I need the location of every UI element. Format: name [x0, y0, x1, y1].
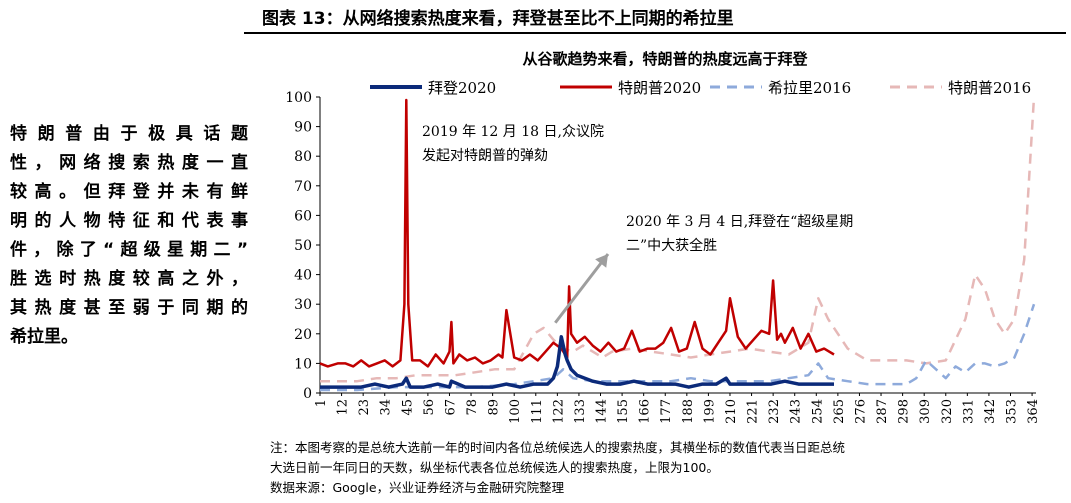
- x-tick-label: 353: [1004, 399, 1019, 424]
- x-axis: 1 12 23 34 45 56 67 78 89 100 111 122 133 144 155 166 17…: [314, 392, 1041, 424]
- x-tick-label: 287: [875, 399, 890, 424]
- x-tick-label: 309: [918, 399, 933, 424]
- annotation-text: 二”中大获全胜: [626, 237, 717, 254]
- x-tick-label: 221: [746, 399, 761, 424]
- note-line: 大选日前一年同日的天数，纵坐标代表各位总统候选人的搜索热度，上限为100。: [270, 460, 719, 475]
- side-line: 件，除了“超级星期二”: [10, 240, 248, 260]
- x-tick-label: 1: [314, 399, 329, 407]
- x-tick-label: 155: [616, 399, 631, 424]
- y-axis: 0 10 20 30 40 50 60 70 80 90 100: [285, 90, 321, 402]
- annotation-text: 2019 年 12 月 18 日,众议院: [422, 124, 604, 140]
- series-line-biden2020: [320, 335, 834, 389]
- y-tick-label: 50: [294, 238, 312, 254]
- x-tick-label: 254: [810, 399, 825, 424]
- side-line: 其热度甚至弱于同期的: [10, 298, 248, 318]
- x-tick-label: 100: [508, 399, 523, 424]
- x-tick-label: 122: [551, 399, 566, 424]
- series-lines: [319, 96, 1036, 392]
- side-line: 胜选时热度较高之外，: [10, 269, 248, 289]
- x-tick-label: 331: [961, 399, 976, 424]
- side-line: 特朗普由于极具话题: [10, 124, 248, 144]
- x-tick-label: 199: [702, 399, 717, 424]
- annotation-text: 发起对特朗普的弹劾: [422, 148, 548, 164]
- y-tick-label: 0: [303, 386, 312, 402]
- source-line: 数据来源：Google，兴业证券经济与金融研究院整理: [270, 480, 565, 495]
- x-tick-label: 276: [853, 399, 868, 424]
- side-line: 希拉里。: [10, 327, 78, 347]
- x-tick-label: 23: [357, 399, 372, 416]
- series-line-trump2016: [320, 96, 1036, 383]
- annotation-arrow-head: [595, 254, 608, 268]
- legend-label: 特朗普2020: [618, 79, 701, 97]
- figure-header: 图表 13：从网络搜索热度来看，拜登甚至比不上同期的希拉里: [244, 0, 1066, 34]
- figure-note: 注：本图考察的是总统大选前一年的时间内各位总统候选人的搜索热度，其横坐标的数值代…: [270, 438, 1060, 498]
- y-tick-label: 40: [294, 268, 312, 284]
- series-line-hillary2016: [320, 303, 1036, 392]
- legend-label: 拜登2020: [428, 79, 496, 97]
- legend-label: 特朗普2016: [948, 79, 1031, 97]
- figure-title: 图表 13：从网络搜索热度来看，拜登甚至比不上同期的希拉里: [262, 9, 734, 29]
- x-tick-label: 56: [422, 399, 437, 416]
- x-tick-label: 243: [789, 399, 804, 424]
- x-tick-label: 232: [767, 399, 782, 424]
- y-tick-label: 60: [294, 208, 312, 224]
- x-tick-label: 364: [1026, 399, 1041, 424]
- annotation-arrow-shaft: [554, 253, 610, 324]
- x-tick-label: 111: [530, 399, 545, 424]
- x-tick-label: 298: [897, 399, 912, 424]
- chart-container: 从谷歌趋势来看，特朗普的热度远高于拜登 拜登2020 特朗普2020 希拉里2016…: [270, 40, 1065, 435]
- x-tick-label: 177: [659, 399, 674, 424]
- side-commentary: 特朗普由于极具话题 性，网络搜索热度一直 较高。但拜登并未有鲜 明的人物特征和代…: [10, 120, 248, 352]
- y-tick-label: 80: [294, 149, 312, 165]
- x-tick-label: 320: [940, 399, 955, 424]
- x-tick-label: 144: [595, 399, 610, 424]
- y-tick-label: 100: [285, 90, 312, 106]
- y-tick-label: 20: [294, 327, 312, 343]
- x-tick-label: 34: [379, 399, 394, 416]
- side-line: 性，网络搜索热度一直: [10, 153, 248, 173]
- chart-title: 从谷歌趋势来看，特朗普的热度远高于拜登: [522, 50, 808, 68]
- chart-legend: 拜登2020 特朗普2020 希拉里2016 特朗普2016: [370, 79, 1031, 97]
- x-tick-label: 45: [400, 399, 415, 416]
- x-tick-label: 89: [487, 399, 502, 416]
- side-line: 明的人物特征和代表事: [10, 211, 248, 231]
- x-tick-label: 210: [724, 399, 739, 424]
- y-tick-label: 10: [294, 356, 312, 372]
- legend-label: 希拉里2016: [768, 79, 851, 97]
- y-tick-label: 90: [294, 120, 312, 136]
- y-tick-label: 30: [294, 297, 312, 313]
- side-line: 较高。但拜登并未有鲜: [10, 182, 248, 202]
- x-tick-label: 67: [443, 399, 458, 416]
- x-tick-label: 78: [465, 399, 480, 416]
- x-tick-label: 342: [983, 399, 998, 424]
- x-tick-label: 166: [638, 399, 653, 424]
- search-trend-chart: 从谷歌趋势来看，特朗普的热度远高于拜登 拜登2020 特朗普2020 希拉里2016…: [285, 50, 1041, 424]
- y-tick-label: 70: [294, 179, 312, 195]
- x-tick-label: 188: [681, 399, 696, 424]
- annotation-text: 2020 年 3 月 4 日,拜登在“超级星期: [626, 214, 853, 230]
- x-tick-label: 12: [336, 399, 351, 416]
- series-line-trump2020: [319, 98, 835, 368]
- x-tick-label: 265: [832, 399, 847, 424]
- note-line: 注：本图考察的是总统大选前一年的时间内各位总统候选人的搜索热度，其横坐标的数值代…: [270, 440, 846, 455]
- x-tick-label: 133: [573, 399, 588, 424]
